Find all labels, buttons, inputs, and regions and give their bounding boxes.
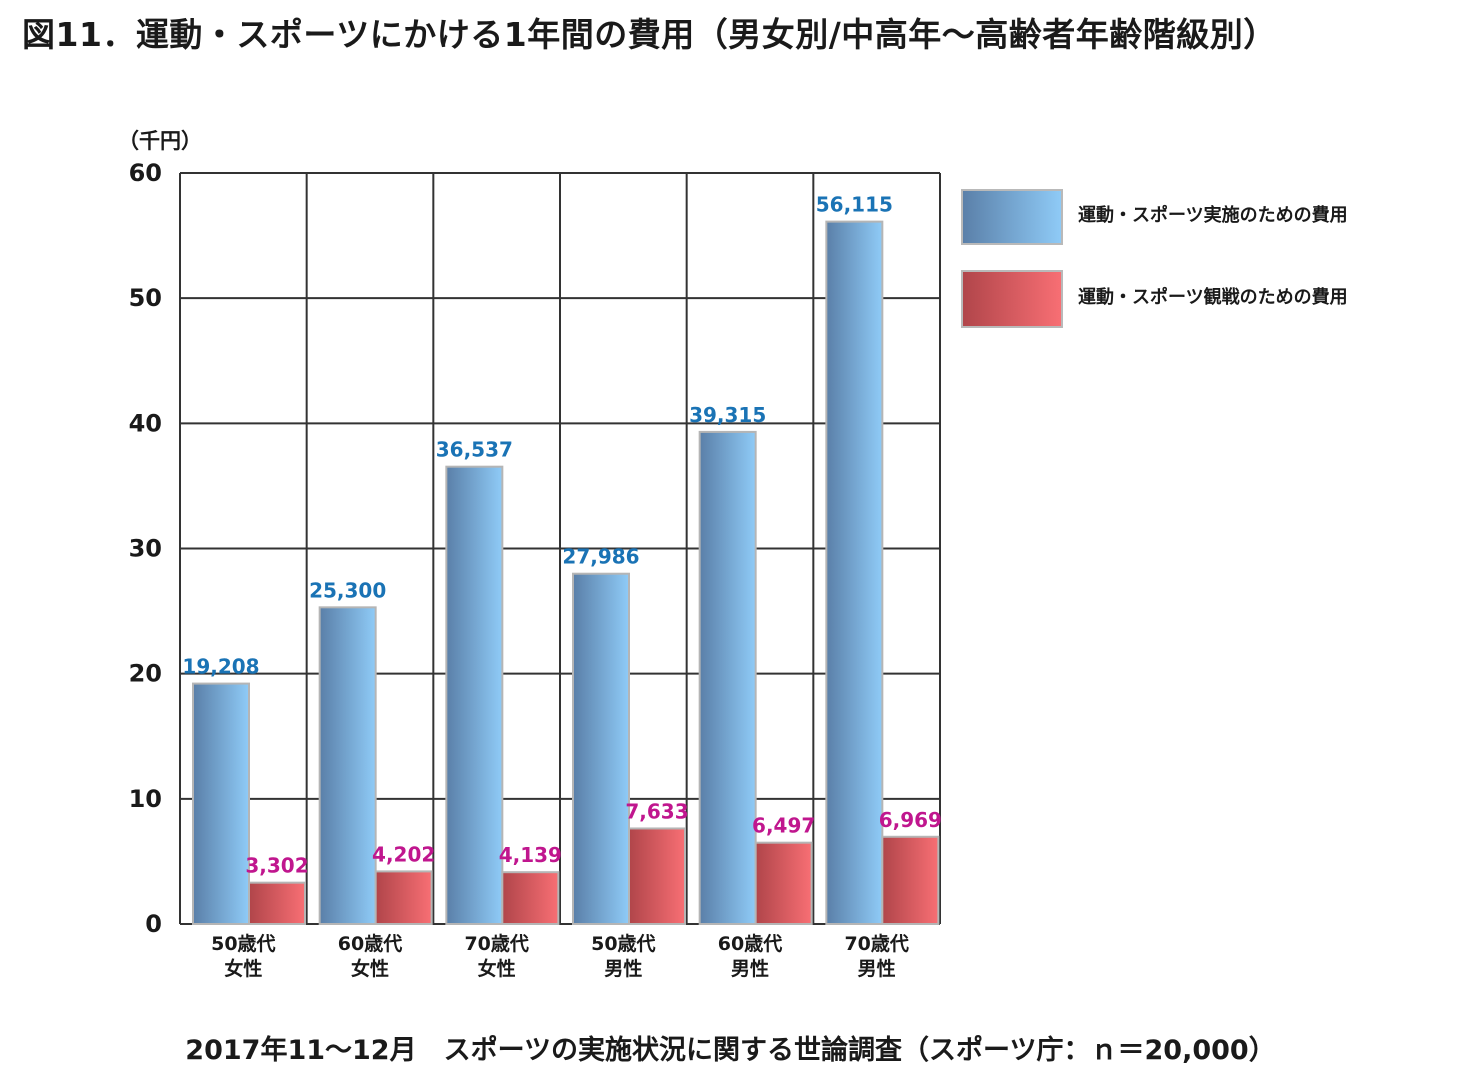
x-tick-label: 女性 bbox=[478, 957, 516, 980]
source-note: 2017年11～12月 スポーツの実施状況に関する世論調査（スポーツ庁：ｎ＝20… bbox=[185, 1035, 1276, 1066]
data-label-s0-c5: 56,115 bbox=[816, 193, 893, 217]
chart-title: 図11．運動・スポーツにかける1年間の費用（男女別/中高年～高齢者年齢階級別） bbox=[22, 15, 1277, 54]
data-labels: 19,208 25,300 36,537 27,986 39,315 56,115 3,30… bbox=[182, 193, 942, 878]
bar-s0-c1 bbox=[318, 606, 377, 925]
data-label-s0-c1: 25,300 bbox=[309, 578, 386, 602]
bar-s1-c1 bbox=[374, 870, 433, 925]
y-tick-label: 20 bbox=[129, 660, 162, 688]
x-tick-label: 50歳代 bbox=[591, 933, 655, 955]
bars bbox=[192, 220, 940, 926]
x-tick-label: 50歳代 bbox=[211, 933, 275, 955]
data-label-s0-c3: 27,986 bbox=[562, 545, 639, 569]
bar-s0-c5 bbox=[825, 220, 884, 925]
y-unit-label: （千円） bbox=[118, 129, 202, 153]
legend-label-watching: 運動・スポーツ観戦のための費用 bbox=[1078, 286, 1348, 308]
bar-s0-c3 bbox=[572, 572, 630, 925]
x-tick-label: 女性 bbox=[351, 957, 389, 980]
y-tick-label: 10 bbox=[129, 785, 162, 813]
bar-s1-c3 bbox=[628, 827, 686, 925]
x-tick-label: 男性 bbox=[604, 957, 642, 980]
bar-s1-c0 bbox=[248, 881, 306, 926]
data-label-s1-c0: 3,302 bbox=[245, 854, 308, 878]
bar-s0-c0 bbox=[192, 682, 250, 926]
y-tick-label: 50 bbox=[129, 284, 162, 312]
data-label-s1-c2: 4,139 bbox=[499, 843, 562, 867]
y-tick-label: 0 bbox=[145, 910, 162, 938]
legend-item-watching: 運動・スポーツ観戦のための費用 bbox=[961, 270, 1348, 328]
data-label-s1-c5: 6,969 bbox=[879, 808, 942, 832]
y-tick-labels: 0 10 20 30 40 50 60 bbox=[129, 159, 162, 938]
x-tick-label: 60歳代 bbox=[338, 933, 402, 955]
bar-s1-c2 bbox=[501, 871, 560, 926]
legend: 運動・スポーツ実施のための費用 運動・スポーツ観戦のための費用 bbox=[961, 189, 1348, 328]
data-label-s1-c4: 6,497 bbox=[752, 814, 815, 838]
legend-swatch-watching bbox=[961, 270, 1063, 328]
bar-s0-c4 bbox=[698, 430, 757, 925]
x-tick-label: 70歳代 bbox=[844, 933, 908, 955]
bar-s1-c5 bbox=[881, 835, 940, 926]
legend-swatch-practice bbox=[961, 189, 1063, 245]
data-label-s0-c4: 39,315 bbox=[689, 403, 766, 427]
y-tick-label: 60 bbox=[129, 159, 162, 187]
y-tick-label: 40 bbox=[129, 409, 162, 437]
legend-item-practice: 運動・スポーツ実施のための費用 bbox=[961, 189, 1348, 245]
data-label-s0-c0: 19,208 bbox=[182, 655, 259, 679]
legend-label-practice: 運動・スポーツ実施のための費用 bbox=[1078, 204, 1348, 226]
x-tick-label: 女性 bbox=[224, 957, 262, 980]
data-label-s1-c3: 7,633 bbox=[625, 799, 688, 823]
x-tick-label: 男性 bbox=[731, 957, 769, 980]
bar-s0-c2 bbox=[445, 465, 504, 925]
grid bbox=[179, 172, 941, 925]
x-tick-label: 60歳代 bbox=[718, 933, 782, 955]
data-label-s0-c2: 36,537 bbox=[436, 438, 513, 462]
x-tick-label: 70歳代 bbox=[464, 933, 528, 955]
y-tick-label: 30 bbox=[129, 535, 162, 563]
data-label-s1-c1: 4,202 bbox=[372, 842, 435, 866]
bar-s1-c4 bbox=[754, 841, 813, 925]
x-tick-label: 男性 bbox=[858, 957, 896, 980]
